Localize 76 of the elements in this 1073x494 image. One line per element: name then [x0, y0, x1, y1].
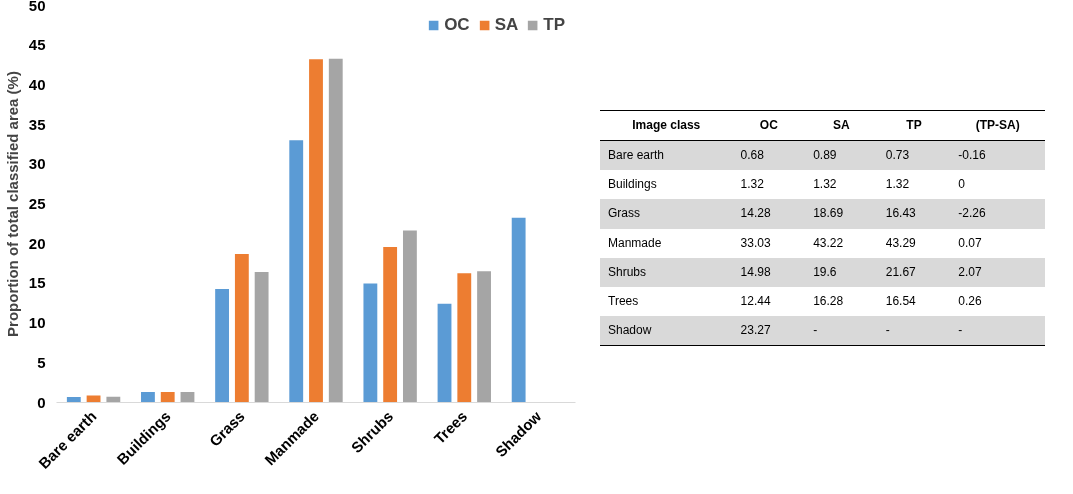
data-label: 16.43 — [884, 205, 917, 223]
category-label: SA — [832, 117, 851, 134]
legend-label: OC — [444, 15, 470, 35]
table-row: Manmade 33.03 43.22 43.29 0.07 — [600, 228, 1045, 258]
table-row: Trees 12.44 16.28 16.54 0.26 — [600, 286, 1045, 316]
data-label: 1.32 — [884, 176, 911, 194]
bar — [477, 271, 491, 403]
y-tick-label: 5 — [37, 353, 46, 371]
category-label: TP — [905, 117, 923, 134]
bar — [215, 289, 230, 403]
data-label: 18.69 — [812, 205, 845, 223]
data-label: -0.16 — [957, 147, 987, 165]
y-tick-label: 35 — [28, 115, 46, 133]
bar — [328, 58, 343, 403]
series-label: Trees — [607, 292, 640, 310]
bar — [363, 283, 378, 403]
y-tick-label: 45 — [28, 36, 46, 54]
y-tick-label: 40 — [28, 75, 46, 93]
series-label: Shrubs — [607, 263, 648, 281]
bar — [180, 392, 195, 403]
data-label: 16.54 — [884, 292, 917, 310]
data-label: 43.22 — [812, 234, 845, 252]
y-tick-label: 10 — [28, 314, 46, 332]
data-label: 21.67 — [884, 263, 917, 281]
bar — [437, 303, 452, 403]
data-label: 14.98 — [739, 263, 772, 281]
data-label: 33.03 — [739, 234, 772, 252]
data-label: 1.32 — [739, 176, 765, 194]
data-label: - — [884, 322, 891, 339]
table-row: Buildings 1.32 1.32 1.32 0 — [600, 170, 1045, 200]
data-label: 2.07 — [957, 263, 983, 281]
series-label: Manmade — [607, 234, 663, 252]
data-label: 0.89 — [812, 147, 838, 165]
data-label: 14.28 — [739, 205, 772, 223]
data-label: - — [957, 322, 964, 339]
category-label: (TP-SA) — [974, 117, 1021, 134]
data-label: -2.26 — [957, 205, 987, 223]
series-label: Shadow — [607, 322, 653, 339]
y-tick-label: 25 — [28, 195, 46, 212]
data-label: 0.68 — [739, 147, 765, 165]
legend-label: TP — [543, 15, 565, 35]
bar — [86, 395, 101, 403]
data-label: 0.26 — [957, 292, 983, 310]
category-label: OC — [758, 117, 779, 134]
data-label: 19.6 — [812, 263, 838, 281]
data-label: 12.44 — [739, 292, 772, 310]
data-label: 43.29 — [884, 234, 917, 252]
series-label: Buildings — [607, 176, 658, 194]
legend-label: SA — [494, 15, 519, 35]
y-axis-title: Proportion of total classified area (%) — [3, 71, 21, 337]
data-label: 1.32 — [812, 176, 838, 194]
bar — [66, 397, 81, 403]
bar — [234, 254, 249, 403]
y-tick-label: 50 — [28, 0, 46, 14]
bar — [254, 272, 269, 403]
bar — [289, 140, 304, 403]
data-label: 0 — [957, 176, 966, 194]
data-label: 23.27 — [739, 322, 772, 339]
bar — [457, 273, 472, 403]
data-label: 0.73 — [884, 147, 911, 165]
series-label: Grass — [607, 205, 641, 223]
bar — [511, 217, 526, 403]
y-tick-label: 15 — [28, 274, 46, 292]
y-tick-label: 20 — [28, 234, 46, 252]
y-tick-label: 0 — [37, 393, 46, 411]
bar — [383, 246, 398, 403]
data-label: - — [812, 322, 819, 339]
bar — [402, 230, 417, 403]
data-label: 0.07 — [957, 234, 983, 252]
series-label: Bare earth — [607, 147, 666, 165]
bar — [160, 392, 175, 403]
bar — [141, 392, 155, 403]
data-label: 16.28 — [812, 292, 845, 310]
y-tick-label: 30 — [28, 155, 46, 173]
bar — [309, 59, 323, 403]
legend-title: Image class — [631, 117, 702, 134]
